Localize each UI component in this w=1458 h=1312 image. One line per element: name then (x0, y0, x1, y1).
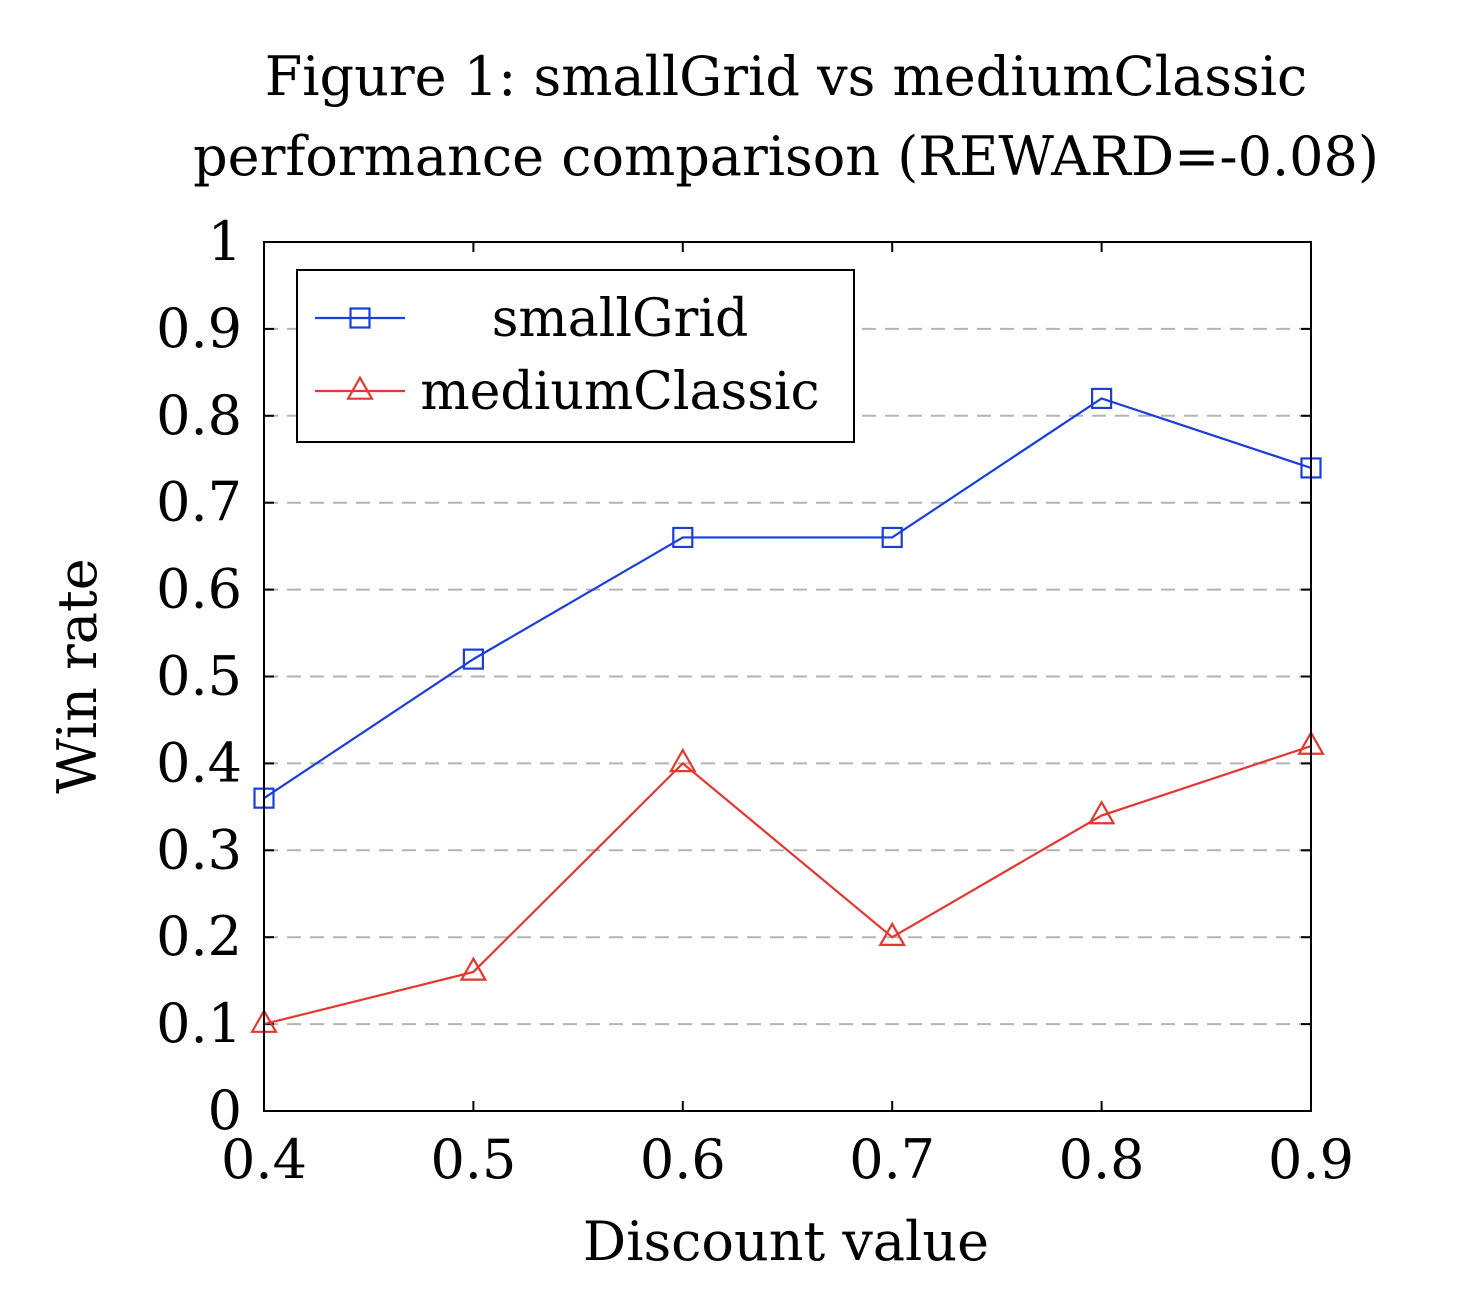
series-line-smallgrid (263, 397, 1312, 800)
x-tick-labels: 0.4 0.5 0.6 0.7 0.8 0.9 (221, 1128, 1354, 1191)
data-point-smallgrid (881, 526, 903, 549)
x-tick-label: 0.4 (221, 1128, 307, 1191)
y-tick-label: 0.9 (156, 297, 242, 360)
data-point-mediumclassic (1087, 800, 1116, 825)
y-tick-label: 0.5 (156, 645, 242, 708)
series-layer (250, 387, 1325, 1033)
chart-title-line-2: performance comparison (REWARD=-0.08) (193, 125, 1379, 188)
legend: smallGrid mediumClassic (296, 269, 855, 443)
y-tick-label: 0.2 (156, 905, 242, 968)
data-point-smallgrid (1090, 387, 1113, 410)
x-tick-label: 0.8 (1059, 1128, 1145, 1191)
x-tick-label: 0.6 (640, 1128, 726, 1191)
data-point-smallgrid (672, 526, 694, 549)
y-tick-label: 0.1 (156, 992, 242, 1055)
x-tick-label: 0.9 (1268, 1128, 1354, 1191)
data-point-mediumclassic (878, 921, 906, 947)
y-tick-label: 0 (208, 1079, 242, 1142)
series-mediumclassic (250, 730, 1325, 1033)
y-tick-label: 1 (208, 210, 242, 273)
series-smallgrid (253, 387, 1322, 809)
legend-marker-mediumclassic (346, 375, 374, 400)
y-tick-label: 0.8 (156, 384, 242, 447)
data-point-mediumclassic (459, 956, 488, 981)
legend-box (296, 269, 855, 443)
y-tick-labels: 0 0.1 0.2 0.3 0.4 0.5 0.6 0.7 0.8 0.9 1 (156, 210, 242, 1142)
x-tick-label: 0.5 (430, 1128, 516, 1191)
y-axis-label: Win rate (46, 558, 109, 793)
plot-frame (263, 241, 1312, 1112)
y-tick-label: 0.6 (156, 558, 242, 621)
legend-label-smallgrid: smallGrid (492, 289, 749, 349)
series-line-mediumclassic (263, 744, 1312, 1026)
legend-marker-smallgrid (349, 307, 371, 329)
data-point-smallgrid (462, 648, 484, 670)
y-tick-label: 0.3 (156, 818, 242, 881)
y-tick-label: 0.7 (156, 471, 242, 534)
legend-label-mediumclassic: mediumClassic (420, 362, 819, 422)
y-tick-label: 0.4 (156, 731, 242, 794)
data-point-mediumclassic (669, 747, 697, 773)
x-tick-label: 0.7 (849, 1128, 935, 1191)
x-axis-label: Discount value (583, 1210, 989, 1273)
chart-title-line-1: Figure 1: smallGrid vs mediumClassic (265, 45, 1307, 108)
